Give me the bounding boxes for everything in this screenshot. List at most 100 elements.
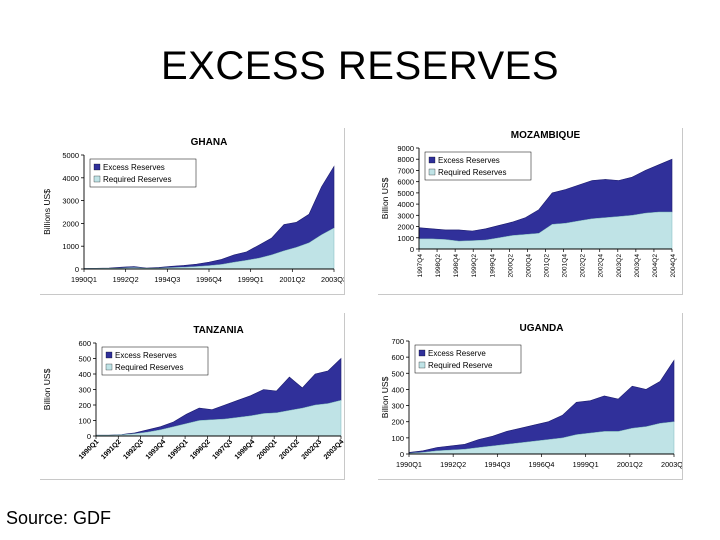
y-tick-label: 100: [78, 417, 91, 426]
chart-frame-uganda: [378, 313, 683, 480]
y-tick-label: 400: [391, 385, 404, 394]
legend-swatch-required: [428, 168, 436, 176]
x-tick-label: 1992Q3: [122, 438, 145, 461]
legend-swatch-excess: [428, 156, 436, 164]
chart-uganda: UGANDA Billion US$ 0 100 200 300 400 500 600 700 1…: [378, 313, 682, 479]
y-tick-label: 0: [87, 432, 91, 441]
x-tick-label: 2002Q2: [580, 254, 587, 278]
legend-label-excess: Excess Reserves: [115, 351, 177, 360]
y-tick-label: 2000: [397, 223, 414, 232]
x-tick-label: 1996Q2: [189, 438, 212, 461]
x-tick-label: 2003Q2: [616, 254, 623, 278]
legend-swatch-required: [418, 361, 426, 369]
x-tick-label: 2002Q4: [598, 254, 605, 278]
legend-box: [89, 158, 197, 188]
y-tick-label: 3000: [62, 197, 79, 206]
chart-ghana: GHANA Billions US$ 0 1000 2000 3000 4000 5000 19…: [40, 128, 344, 294]
x-tick-label: 1995Q1: [167, 438, 190, 461]
chart-tanzania: TANZANIA Billion US$ 0 100 200 300 400 500 600 19…: [40, 313, 344, 479]
y-tick-label: 500: [78, 355, 91, 364]
x-tick-label: 2001Q2: [278, 438, 301, 461]
y-tick-label: 0: [75, 265, 79, 274]
x-tick-label: 1997Q3: [211, 438, 234, 461]
x-tick-label: 1999Q1: [238, 275, 264, 284]
x-tick-label: 2001Q2: [279, 275, 305, 284]
x-tick-label: 2001Q4: [562, 254, 569, 278]
y-tick-label: 8000: [397, 155, 414, 164]
y-tick-label: 600: [78, 339, 91, 348]
x-tick-label: 2003Q3: [661, 460, 682, 469]
chart-frame-tanzania: [40, 313, 345, 480]
x-tick-label: 1999Q2: [471, 254, 478, 278]
x-tick-label: 1997Q4: [417, 254, 424, 278]
x-tick-label: 1990Q1: [71, 275, 97, 284]
legend-box: [414, 344, 522, 374]
x-tick-label: 1998Q4: [453, 254, 460, 278]
legend-label-required: Required Reserves: [115, 363, 183, 372]
legend-label-required: Required Reserve: [428, 361, 493, 370]
y-tick-label: 5000: [62, 151, 79, 160]
y-tick-label: 500: [391, 369, 404, 378]
y-tick-label: 3000: [397, 211, 414, 220]
y-tick-label: 2000: [62, 219, 79, 228]
legend-box: [424, 151, 532, 181]
x-tick-label: 1999Q4: [489, 254, 496, 278]
x-tick-label: 2003Q3: [321, 275, 344, 284]
x-tick-label: 2003Q4: [634, 254, 641, 278]
x-tick-label: 2000Q2: [507, 254, 514, 278]
legend-label-required: Required Reserves: [103, 175, 171, 184]
slide-title: EXCESS RESERVES: [160, 44, 560, 88]
legend-label-excess: Excess Reserve: [428, 349, 486, 358]
x-tick-label: 2004Q2: [652, 254, 659, 278]
x-tick-label: 1994Q3: [484, 460, 510, 469]
x-tick-label: 1991Q2: [100, 438, 123, 461]
y-tick-label: 100: [391, 434, 404, 443]
x-tick-label: 1990Q1: [396, 460, 422, 469]
area-required-reserves: [83, 227, 335, 270]
y-tick-label: 1000: [62, 242, 79, 251]
y-tick-label: 300: [78, 386, 91, 395]
chart-title-ghana: GHANA: [191, 137, 228, 148]
y-tick-label: 7000: [397, 166, 414, 175]
y-tick-label: 1000: [397, 234, 414, 243]
legend-swatch-excess: [93, 163, 101, 171]
x-tick-label: 1998Q2: [435, 254, 442, 278]
legend-label-excess: Excess Reserves: [103, 163, 165, 172]
y-tick-label: 9000: [397, 144, 414, 153]
x-tick-label: 1990Q1: [78, 438, 101, 461]
y-tick-label: 4000: [62, 174, 79, 183]
x-tick-label: 1993Q4: [145, 438, 168, 461]
chart-frame-mozambique: [378, 128, 683, 295]
legend-label-excess: Excess Reserves: [438, 156, 500, 165]
y-tick-label: 700: [391, 337, 404, 346]
chart-title-tanzania: TANZANIA: [193, 325, 243, 336]
x-tick-label: 2004Q4: [670, 254, 677, 278]
x-tick-label: 1994Q3: [154, 275, 180, 284]
chart-title-mozambique: MOZAMBIQUE: [511, 130, 581, 141]
legend-box: [101, 346, 209, 376]
legend-swatch-required: [93, 175, 101, 183]
x-tick-label: 2003Q4: [323, 438, 344, 461]
area-required-reserves: [95, 399, 342, 437]
y-tick-label: 4000: [397, 200, 414, 209]
y-tick-label: 5000: [397, 189, 414, 198]
y-tick-label: 200: [78, 401, 91, 410]
y-axis-label-tanzania: Billion US$: [42, 368, 52, 410]
y-tick-label: 400: [78, 370, 91, 379]
x-tick-label: 2000Q4: [525, 254, 532, 278]
chart-title-uganda: UGANDA: [520, 323, 564, 334]
area-required-reserves: [408, 421, 675, 455]
legend-label-required: Required Reserves: [438, 168, 506, 177]
x-tick-label: 2001Q2: [617, 460, 643, 469]
y-tick-label: 300: [391, 402, 404, 411]
x-tick-label: 1998Q4: [234, 438, 257, 461]
legend-swatch-excess: [418, 349, 426, 357]
area-required-reserves: [418, 211, 673, 250]
y-axis-label-mozambique: Billion US$: [380, 177, 390, 219]
legend-swatch-excess: [105, 351, 113, 359]
x-tick-label: 2002Q3: [301, 438, 324, 461]
x-tick-label: 2000Q1: [256, 438, 279, 461]
x-tick-label: 1996Q4: [529, 460, 555, 469]
chart-mozambique: MOZAMBIQUE Billion US$ 0 1000 2000 3000 4000 50…: [378, 128, 682, 294]
chart-frame-ghana: [40, 128, 345, 295]
